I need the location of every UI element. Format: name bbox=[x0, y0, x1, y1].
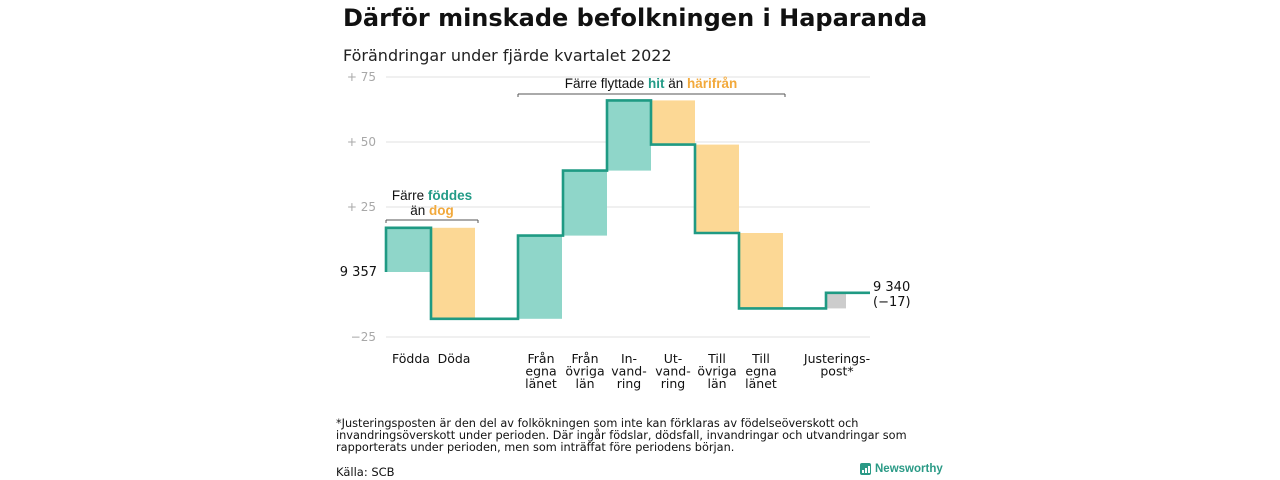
category-label-6-0: Till bbox=[707, 351, 726, 366]
category-label-8-0: Justerings- bbox=[803, 351, 870, 366]
waterfall-bar-8 bbox=[826, 292, 846, 309]
category-label-4-2: ring bbox=[617, 376, 641, 391]
waterfall-bar-3 bbox=[563, 170, 607, 236]
category-label-5-2: ring bbox=[661, 376, 685, 391]
category-label-6-1: övriga bbox=[697, 364, 736, 379]
annotation-migration-orange-text: härifrån bbox=[687, 76, 737, 91]
category-label-5-0: Ut- bbox=[664, 351, 683, 366]
waterfall-bar-2 bbox=[518, 235, 562, 319]
waterfall-bar-1 bbox=[431, 227, 475, 319]
category-label-3-1: övriga bbox=[565, 364, 604, 379]
category-label-1-0: Döda bbox=[438, 351, 471, 366]
category-label-4-0: In- bbox=[621, 351, 637, 366]
waterfall-bar-4 bbox=[607, 100, 651, 171]
annotation-births-teal-text: föddes bbox=[428, 188, 472, 203]
y-tick-label-2: + 25 bbox=[347, 200, 376, 214]
waterfall-bar-5 bbox=[651, 100, 695, 145]
y-tick-label-0: + 75 bbox=[347, 70, 376, 84]
newsworthy-logo-icon bbox=[860, 463, 871, 475]
waterfall-bar-0 bbox=[386, 227, 430, 272]
annotation-migration-plain-text: än bbox=[664, 76, 687, 91]
category-label-6-2: län bbox=[707, 376, 726, 391]
source-label: Källa: SCB bbox=[336, 465, 395, 479]
y-tick-label-3: −25 bbox=[351, 330, 376, 344]
chart-subtitle: Förändringar under fjärde kvartalet 2022 bbox=[343, 46, 672, 65]
annotation-migration-plain-text: Färre flyttade bbox=[565, 76, 648, 91]
start-value-label: 9 357 bbox=[340, 265, 377, 280]
category-label-7-0: Till bbox=[751, 351, 770, 366]
footnote: *Justeringsposten är den del av folkökni… bbox=[336, 417, 907, 454]
end-change-label: (−17) bbox=[873, 295, 911, 310]
y-tick-label-1: + 50 bbox=[347, 135, 376, 149]
waterfall-step-line bbox=[384, 99, 870, 321]
category-label-2-1: egna bbox=[525, 364, 556, 379]
end-value-label: 9 340 bbox=[873, 280, 910, 295]
category-label-3-2: län bbox=[575, 376, 594, 391]
category-label-2-2: länet bbox=[525, 376, 557, 391]
category-label-3-0: Från bbox=[571, 351, 598, 366]
annotation-births-line-0: Färre föddes bbox=[392, 188, 472, 203]
waterfall-bar-7 bbox=[739, 233, 783, 309]
brand-name: Newsworthy bbox=[875, 463, 943, 475]
category-label-8-1: post* bbox=[820, 364, 853, 379]
waterfall-bar-6 bbox=[695, 144, 739, 233]
annotation-migration-line-0: Färre flyttade hit än härifrån bbox=[565, 76, 738, 91]
annotation-migration-teal-text: hit bbox=[648, 76, 665, 91]
category-label-2-0: Från bbox=[527, 351, 554, 366]
annotation-births-orange-text: dog bbox=[429, 203, 454, 218]
annotation-births-plain-text: än bbox=[410, 203, 429, 218]
category-label-4-1: vand- bbox=[611, 364, 646, 379]
category-label-7-2: länet bbox=[745, 376, 777, 391]
annotation-births-line-1: än dog bbox=[410, 203, 454, 218]
annotation-births-plain-text: Färre bbox=[392, 188, 428, 203]
category-label-0-0: Födda bbox=[392, 351, 430, 366]
brand: Newsworthy bbox=[860, 463, 943, 475]
category-label-5-1: vand- bbox=[655, 364, 690, 379]
category-label-7-1: egna bbox=[745, 364, 776, 379]
chart-title: Därför minskade befolkningen i Haparanda bbox=[343, 4, 928, 32]
